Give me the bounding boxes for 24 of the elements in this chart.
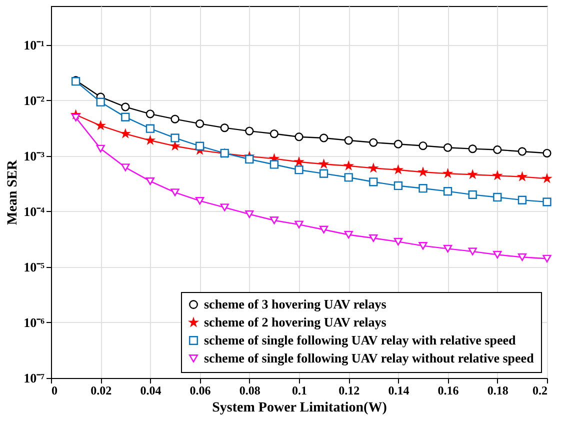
x-tick-label: 0.12	[338, 384, 360, 398]
x-tick-label: 0.06	[190, 384, 211, 398]
y-tick-label: 10⁻⁶	[24, 314, 45, 330]
x-tick-label: 0.04	[140, 384, 162, 398]
y-tick-label: 10⁻⁵	[24, 259, 45, 274]
legend-label: scheme of 3 hovering UAV relays	[204, 296, 386, 312]
x-tick-label: 0.2	[532, 384, 548, 398]
y-tick-label: 10⁻¹	[24, 37, 45, 52]
y-tick-label: 10⁻⁴	[24, 204, 45, 219]
x-axis-title: System Power Limitation(W)	[212, 400, 388, 416]
legend-label: scheme of single following UAV relay without relative speed	[204, 350, 535, 366]
legend-label: scheme of 2 hovering UAV relays	[204, 314, 386, 330]
legend-label: scheme of single following UAV relay with relative speed	[204, 332, 517, 348]
y-axis-title: Mean SER	[6, 159, 21, 225]
x-tick-label: 0.1	[292, 384, 307, 398]
y-tick-label: 10⁻³	[24, 148, 45, 164]
x-tick-label: 0.02	[90, 384, 112, 398]
x-tick-label: 0	[52, 384, 58, 398]
y-tick-label: 10⁻²	[24, 92, 45, 108]
x-tick-label: 0.18	[487, 384, 508, 398]
x-tick-label: 0.16	[438, 384, 459, 398]
x-tick-label: 0.08	[239, 384, 260, 398]
x-tick-label: 0.14	[388, 384, 410, 398]
y-tick-label: 10⁻⁷	[24, 370, 45, 386]
